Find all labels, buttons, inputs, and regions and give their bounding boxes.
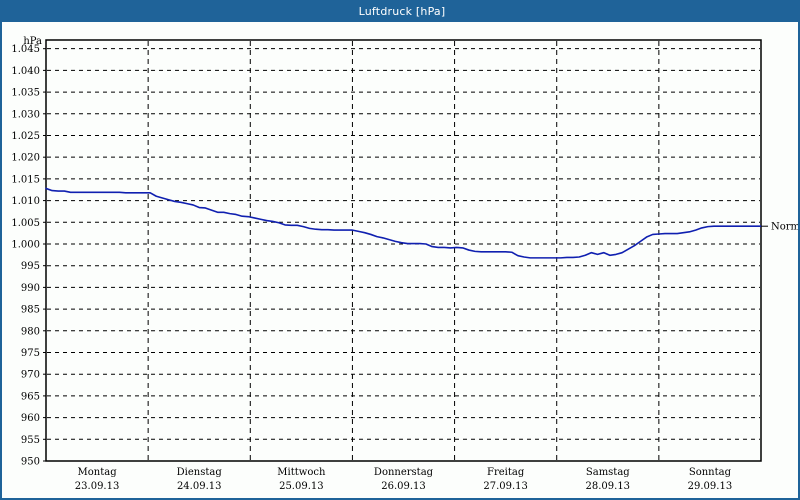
y-axis-tick-labels: 950 955 960 965 970 975 980 985 990 995 1.000 1.005… xyxy=(11,44,40,467)
plot-frame xyxy=(45,39,762,462)
y-axis-tick-label: 1.015 xyxy=(11,174,40,185)
y-axis-tick-label: 1.020 xyxy=(11,153,40,164)
series-line-normal xyxy=(45,187,762,259)
window-title: Luftdruck [hPa] xyxy=(358,5,446,18)
data-series-group xyxy=(45,187,762,259)
x-axis-day-label: Samstag xyxy=(586,467,630,478)
x-axis-day-label: Montag xyxy=(78,467,118,478)
y-axis-tick-label: 1.025 xyxy=(11,131,40,142)
y-axis-tick-label: 995 xyxy=(21,261,40,272)
x-axis-day-label: Mittwoch xyxy=(277,467,326,478)
chart-canvas: 950 955 960 965 970 975 980 985 990 995 1.000 1.005… xyxy=(2,22,798,498)
y-axis-tick-label: 1.005 xyxy=(11,218,40,229)
y-axis-tick-label: 970 xyxy=(21,370,40,381)
y-axis-tick-label: 965 xyxy=(21,391,40,402)
y-axis-tick-label: 955 xyxy=(21,435,40,446)
y-axis-tick-label: 1.040 xyxy=(11,66,40,77)
x-axis-date-label: 24.09.13 xyxy=(177,481,222,492)
y-axis-tick-label: 950 xyxy=(21,457,40,468)
y-axis-tick-label: 1.010 xyxy=(11,196,40,207)
x-axis-date-label: 25.09.13 xyxy=(279,481,324,492)
x-axis-tick-labels: Montag 23.09.13 Dienstag 24.09.13 Mittwoch 25… xyxy=(75,467,732,492)
y-axis-unit-label: hPa xyxy=(23,36,42,47)
luftdruck-line-chart: 950 955 960 965 970 975 980 985 990 995 1.000 1.005… xyxy=(11,36,798,492)
y-axis-tick-label: 990 xyxy=(21,283,40,294)
x-axis-day-label: Dienstag xyxy=(177,467,223,478)
x-axis-day-label: Donnerstag xyxy=(374,467,434,478)
x-axis-day-label: Sonntag xyxy=(689,467,732,478)
horizontal-gridlines xyxy=(43,48,760,462)
x-axis-date-label: 28.09.13 xyxy=(586,481,631,492)
vertical-gridlines xyxy=(147,41,660,460)
y-axis-tick-label: 975 xyxy=(21,348,40,359)
x-axis-day-label: Freitag xyxy=(487,467,525,478)
y-axis-tick-label: 960 xyxy=(21,413,40,424)
y-axis-tick-label: 1.000 xyxy=(11,239,40,250)
series-legend-right: Normal xyxy=(761,222,798,233)
x-axis-date-label: 26.09.13 xyxy=(381,481,426,492)
y-axis-tick-label: 980 xyxy=(21,326,40,337)
y-axis-tick-label: 1.030 xyxy=(11,109,40,120)
y-axis-tick-label: 1.045 xyxy=(11,44,40,55)
x-axis-date-label: 23.09.13 xyxy=(75,481,120,492)
x-axis-date-label: 29.09.13 xyxy=(688,481,733,492)
x-axis-date-label: 27.09.13 xyxy=(483,481,528,492)
plot-border xyxy=(45,39,762,462)
series-legend-label: Normal xyxy=(771,222,798,233)
y-axis-tick-label: 985 xyxy=(21,305,40,316)
y-axis-tick-label: 1.035 xyxy=(11,88,40,99)
window-title-bar: Luftdruck [hPa] xyxy=(2,2,798,22)
